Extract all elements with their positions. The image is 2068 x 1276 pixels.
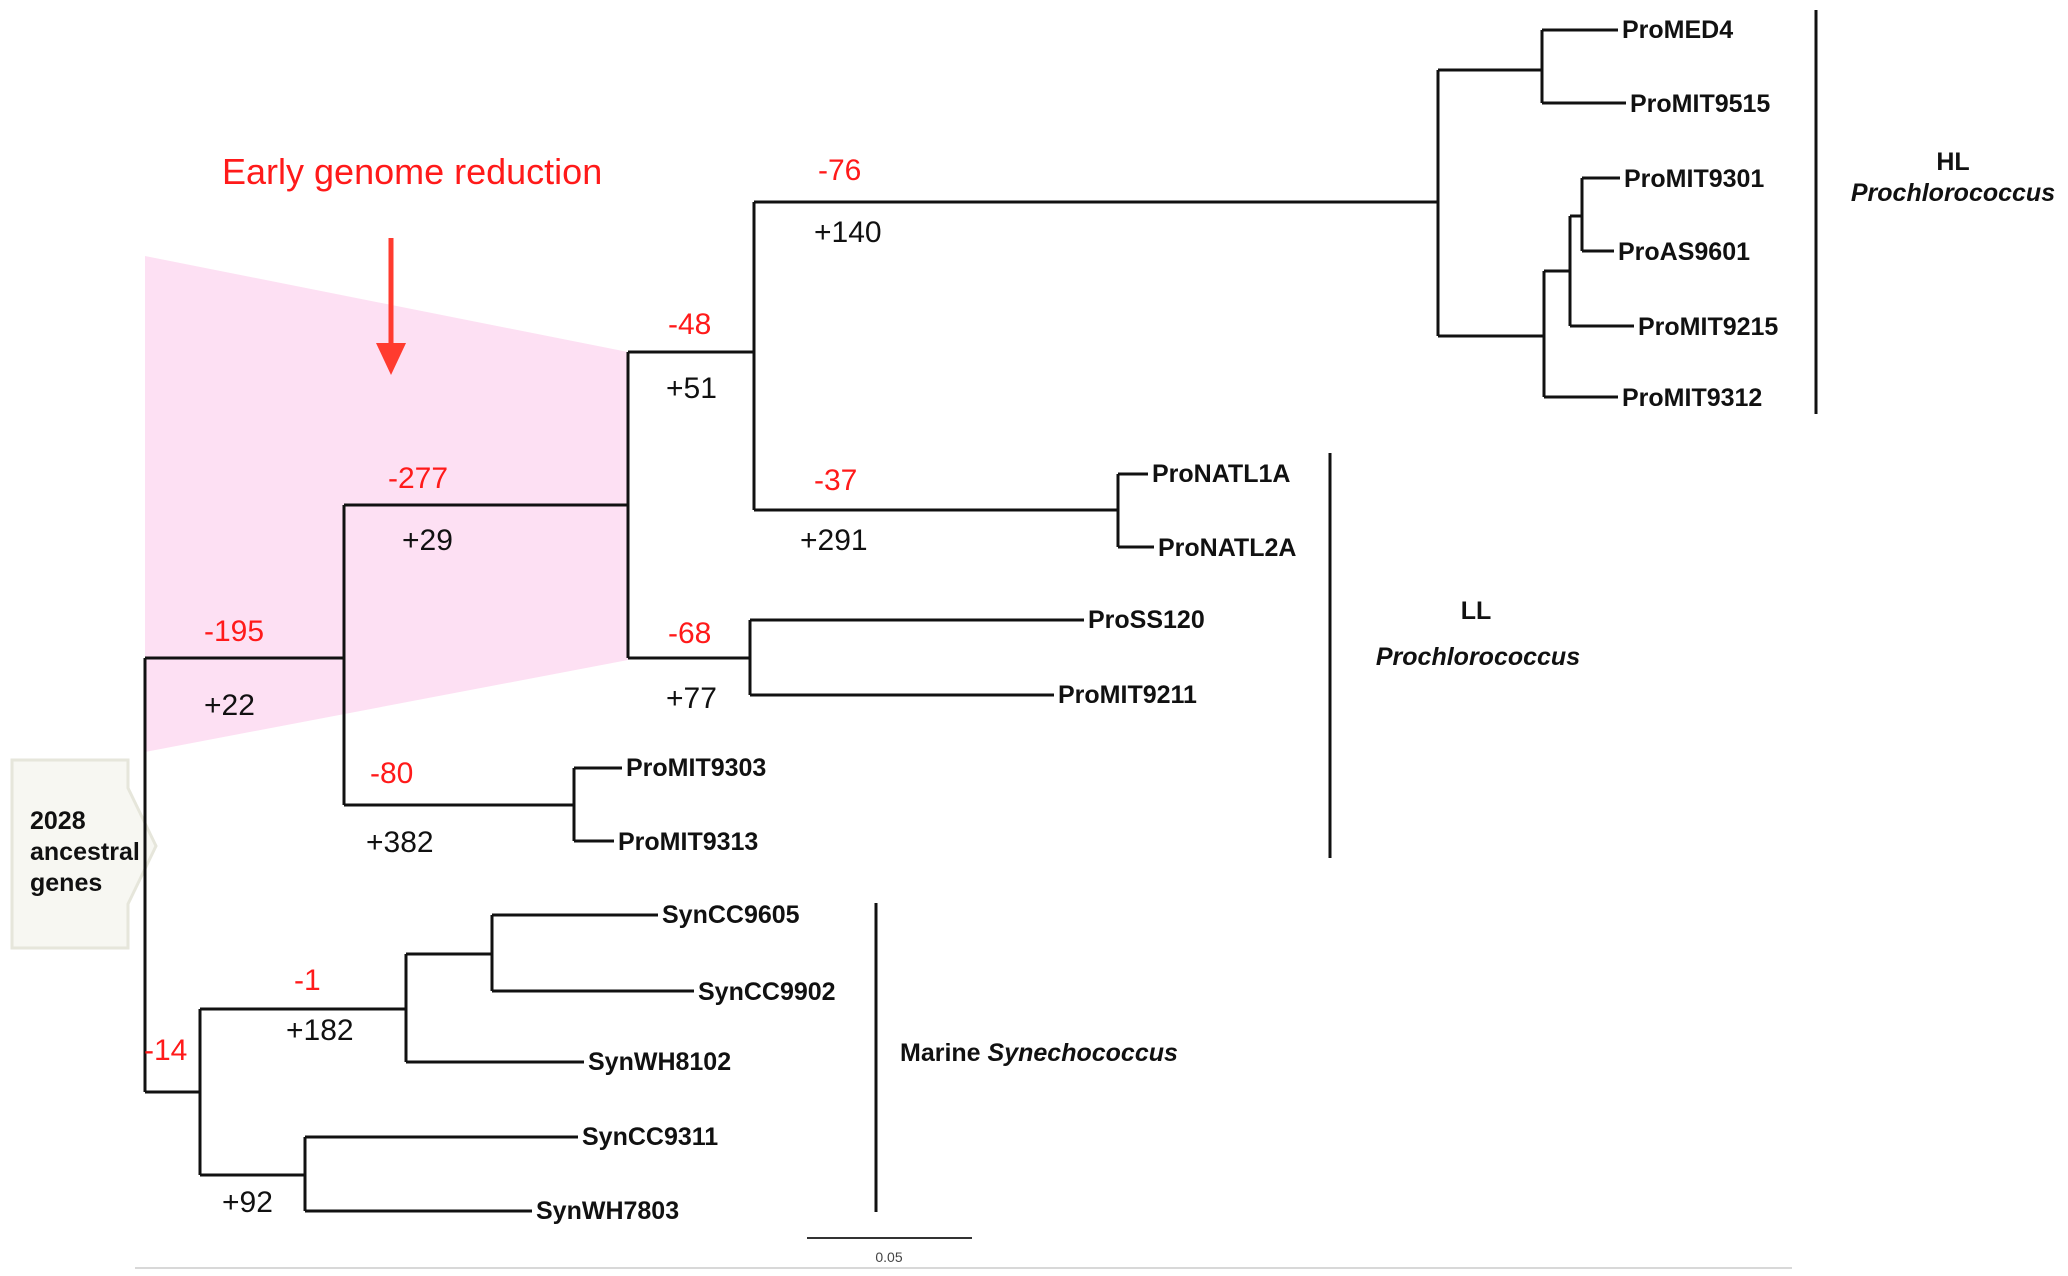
- clade-labels: HL Prochlorococcus LL Prochlorococcus Ma…: [900, 148, 2055, 1067]
- ancestral-genes-box: 2028 ancestral genes: [10, 758, 158, 950]
- leaf-promit9301: ProMIT9301: [1624, 165, 1764, 193]
- syn1-gain-label: +182: [286, 1014, 354, 1047]
- leaf-promit9215: ProMIT9215: [1638, 313, 1778, 341]
- leaf-synwh8102: SynWH8102: [588, 1048, 731, 1076]
- pro-gain-label: +22: [204, 689, 255, 722]
- root-line-2: ancestral: [30, 838, 140, 866]
- mid-gain-label: +51: [666, 372, 717, 405]
- pro-loss-label: -195: [204, 615, 264, 648]
- leaf-proas9601: ProAS9601: [1618, 238, 1750, 266]
- leaf-promit9313: ProMIT9313: [618, 828, 758, 856]
- early-gain-label: +29: [402, 524, 453, 557]
- leaf-labels: ProMED4 ProMIT9515 ProMIT9301 ProAS9601 …: [536, 16, 1778, 1225]
- early-loss-label: -277: [388, 462, 448, 495]
- syn2-gain-label: +92: [222, 1186, 273, 1219]
- root-line-3: genes: [30, 869, 102, 897]
- hl-clade-label: HL: [1936, 148, 1969, 176]
- scale-bar-label: 0.05: [875, 1249, 902, 1265]
- early-reduction-title: Early genome reduction: [222, 151, 602, 192]
- hl-gain-label: +140: [814, 216, 882, 249]
- leaf-pronatl1a: ProNATL1A: [1152, 460, 1290, 488]
- syn-loss-label: -14: [144, 1034, 187, 1067]
- tree-branches: [143, 28, 1634, 1213]
- mid-loss-label: -48: [668, 308, 711, 341]
- clade-bars: [874, 10, 1818, 1212]
- leaf-pross120: ProSS120: [1088, 606, 1205, 634]
- natl-gain-label: +291: [800, 524, 868, 557]
- ll-clade-label: LL: [1461, 597, 1492, 625]
- leaf-promit9211: ProMIT9211: [1058, 681, 1197, 709]
- marine-syn-label: Marine Synechococcus: [900, 1039, 1178, 1067]
- branch-labels: -76 +140 -48 +51 -37 +291 -68 +77 -277 +…: [144, 154, 882, 1219]
- ss-loss-label: -68: [668, 617, 711, 650]
- ss-gain-label: +77: [666, 682, 717, 715]
- natl-loss-label: -37: [814, 464, 857, 497]
- marine-prefix: Marine: [900, 1039, 981, 1067]
- leaf-syncc9311: SynCC9311: [582, 1123, 718, 1151]
- hl-loss-label: -76: [818, 154, 861, 187]
- root-line-1: 2028: [30, 807, 86, 835]
- leaf-synwh7803: SynWH7803: [536, 1197, 679, 1225]
- marine-genus: Synechococcus: [988, 1039, 1178, 1067]
- syn1-loss-label: -1: [294, 964, 321, 997]
- down-arrow-icon: [376, 238, 406, 375]
- leaf-promed4: ProMED4: [1622, 16, 1733, 44]
- ll-genus-label: Prochlorococcus: [1376, 643, 1580, 671]
- mit93-gain-label: +382: [366, 826, 434, 859]
- mit93-loss-label: -80: [370, 757, 413, 790]
- leaf-syncc9902: SynCC9902: [698, 978, 836, 1006]
- leaf-promit9515: ProMIT9515: [1630, 90, 1770, 118]
- leaf-promit9312: ProMIT9312: [1622, 384, 1762, 412]
- scale-bar: 0.05: [807, 1237, 972, 1265]
- leaf-syncc9605: SynCC9605: [662, 901, 800, 929]
- hl-genus-label: Prochlorococcus: [1851, 179, 2055, 207]
- leaf-pronatl2a: ProNATL2A: [1158, 534, 1296, 562]
- leaf-promit9303: ProMIT9303: [626, 754, 766, 782]
